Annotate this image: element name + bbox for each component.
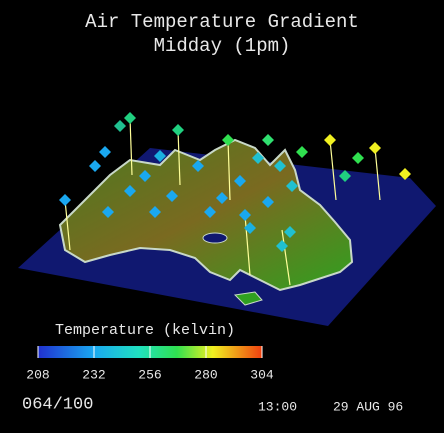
marker bbox=[124, 185, 136, 197]
marker bbox=[286, 180, 298, 192]
frame-counter: 064/100 bbox=[22, 395, 93, 414]
title-line: Air Temperature Gradient bbox=[85, 11, 359, 33]
date: 29 AUG 96 bbox=[333, 399, 403, 414]
marker bbox=[369, 142, 381, 154]
marker-stem bbox=[329, 139, 337, 201]
time: 13:00 bbox=[258, 399, 297, 414]
marker bbox=[252, 152, 264, 164]
marker-stem bbox=[281, 229, 291, 286]
markers bbox=[59, 112, 411, 286]
marker bbox=[239, 209, 251, 221]
marker bbox=[139, 170, 151, 182]
marker bbox=[262, 196, 274, 208]
colorbar-tick-label: 208 bbox=[26, 367, 49, 382]
marker bbox=[154, 150, 166, 162]
marker-stem bbox=[244, 214, 251, 276]
map bbox=[18, 138, 436, 326]
marker-stem bbox=[177, 129, 181, 186]
marker-stem bbox=[64, 199, 71, 251]
colorbar-tick-label: 232 bbox=[82, 367, 105, 382]
marker bbox=[114, 120, 126, 132]
marker bbox=[284, 226, 296, 238]
marker bbox=[244, 222, 256, 234]
marker bbox=[262, 134, 274, 146]
island bbox=[233, 291, 263, 306]
colorbar-label: Temperature (kelvin) bbox=[55, 322, 235, 339]
marker-stem bbox=[227, 139, 231, 201]
marker bbox=[89, 160, 101, 172]
marker bbox=[216, 192, 228, 204]
marker bbox=[59, 194, 71, 206]
marker bbox=[172, 124, 184, 136]
marker bbox=[192, 160, 204, 172]
marker bbox=[222, 134, 234, 146]
marker bbox=[102, 206, 114, 218]
marker bbox=[99, 146, 111, 158]
marker-stem bbox=[374, 147, 381, 201]
marker bbox=[296, 146, 308, 158]
colorbar-ticks: 208 232 256 280 304 bbox=[26, 346, 274, 382]
marker bbox=[274, 160, 286, 172]
colorbar-tick-label: 280 bbox=[194, 367, 217, 382]
colorbar-tick-label: 256 bbox=[138, 367, 161, 382]
marker bbox=[234, 175, 246, 187]
marker bbox=[339, 170, 351, 182]
gulf bbox=[202, 232, 228, 244]
marker-stem bbox=[129, 117, 133, 176]
marker bbox=[149, 206, 161, 218]
colorbar-tick-label: 304 bbox=[250, 367, 274, 382]
marker bbox=[166, 190, 178, 202]
marker bbox=[399, 168, 411, 180]
title-line: Midday (1pm) bbox=[154, 35, 291, 57]
marker bbox=[204, 206, 216, 218]
marker bbox=[352, 152, 364, 164]
marker bbox=[324, 134, 336, 146]
marker bbox=[124, 112, 136, 124]
marker bbox=[276, 240, 288, 252]
